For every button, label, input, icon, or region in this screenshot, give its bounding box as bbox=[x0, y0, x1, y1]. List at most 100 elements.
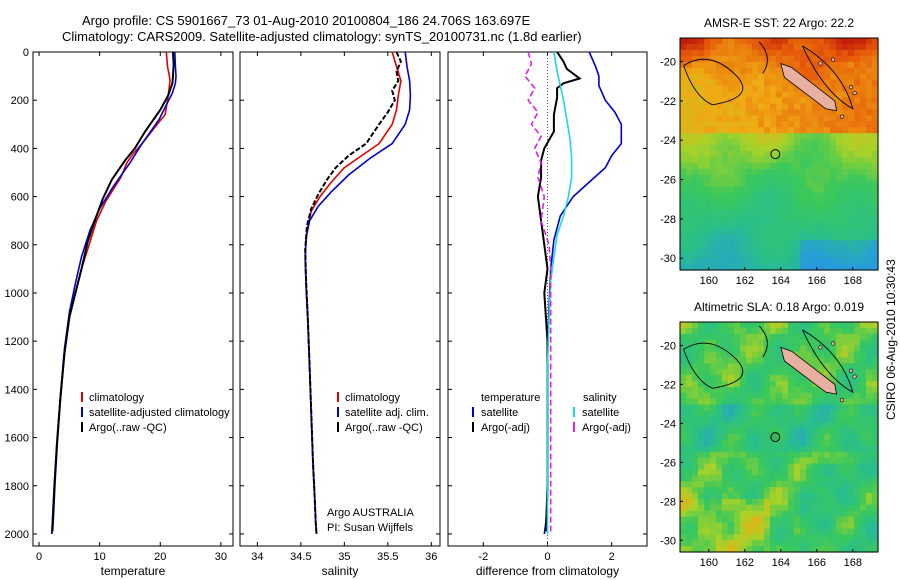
map-cell bbox=[842, 73, 849, 81]
map-cell bbox=[794, 481, 801, 488]
map-cell bbox=[788, 498, 795, 506]
map-cell bbox=[824, 222, 831, 229]
map-cell bbox=[806, 445, 813, 453]
map-cell bbox=[752, 115, 759, 122]
map-cell bbox=[752, 97, 759, 105]
map-cell bbox=[746, 174, 753, 182]
map-cell bbox=[734, 246, 741, 253]
map-cell bbox=[800, 463, 807, 471]
map-cell bbox=[812, 398, 819, 406]
map-cell bbox=[836, 546, 843, 553]
map-cell bbox=[698, 133, 705, 140]
map-cell bbox=[866, 422, 873, 429]
map-cell bbox=[770, 422, 777, 429]
map-cell bbox=[800, 61, 807, 69]
map-cell bbox=[860, 103, 867, 110]
map-cell bbox=[710, 534, 717, 541]
map-cell bbox=[698, 410, 705, 417]
map-cell bbox=[698, 357, 705, 364]
map-cell bbox=[764, 516, 771, 524]
map-cell bbox=[722, 439, 729, 447]
map-cell bbox=[860, 498, 867, 506]
map-cell bbox=[704, 410, 711, 417]
map-cell bbox=[854, 127, 861, 134]
map-cell bbox=[704, 168, 711, 176]
map-cell bbox=[788, 252, 795, 259]
map-cell bbox=[770, 357, 777, 364]
map-cell bbox=[680, 380, 687, 388]
map-cell bbox=[800, 546, 807, 553]
map-cell bbox=[740, 510, 747, 518]
map-cell bbox=[692, 357, 699, 364]
map-cell bbox=[776, 204, 783, 212]
map-cell bbox=[704, 398, 711, 406]
map-cell bbox=[704, 109, 711, 116]
map-cell bbox=[686, 498, 693, 506]
map-cell bbox=[812, 463, 819, 471]
sla-map-grid bbox=[680, 322, 879, 553]
map-cell bbox=[872, 481, 879, 488]
map-cell bbox=[872, 115, 879, 122]
map-cell bbox=[848, 121, 855, 128]
map-cell bbox=[764, 198, 771, 206]
map-cell bbox=[722, 351, 729, 358]
map-cell bbox=[704, 498, 711, 506]
map-cell bbox=[680, 333, 687, 341]
map-cell bbox=[764, 434, 771, 441]
map-cell bbox=[830, 61, 837, 69]
map-cell bbox=[716, 481, 723, 488]
map-cell bbox=[764, 228, 771, 235]
map-cell bbox=[764, 428, 771, 435]
map-cell bbox=[812, 156, 819, 164]
map-cell bbox=[818, 404, 825, 412]
map-cell bbox=[710, 151, 717, 158]
map-cell bbox=[872, 222, 879, 229]
map-cell bbox=[800, 168, 807, 176]
map-cell bbox=[692, 174, 699, 182]
map-cell bbox=[842, 139, 849, 146]
argo-annotation-line2: PI: Susan Wijffels bbox=[327, 522, 413, 534]
map-cell bbox=[782, 228, 789, 235]
map-cell bbox=[734, 192, 741, 200]
map-cell bbox=[764, 439, 771, 447]
map-cell bbox=[752, 174, 759, 182]
map-cell bbox=[806, 510, 813, 518]
map-cell bbox=[680, 49, 687, 57]
map-cell bbox=[740, 451, 747, 459]
map-cell bbox=[770, 375, 777, 382]
map-cell bbox=[758, 540, 765, 547]
map-cell bbox=[872, 493, 879, 500]
map-cell bbox=[794, 186, 801, 194]
map-cell bbox=[848, 322, 855, 329]
map-cell bbox=[776, 222, 783, 229]
map-cell bbox=[770, 210, 777, 218]
map-cell bbox=[800, 67, 807, 75]
map-cell bbox=[746, 97, 753, 105]
map-cell bbox=[752, 345, 759, 353]
map-cell bbox=[794, 487, 801, 494]
map-cell bbox=[770, 463, 777, 471]
map-cell bbox=[680, 186, 687, 194]
map-cell bbox=[824, 234, 831, 241]
map-cell bbox=[794, 322, 801, 329]
map-cell bbox=[794, 333, 801, 341]
map-cell bbox=[776, 145, 783, 152]
map-cell bbox=[842, 392, 849, 400]
map-cell bbox=[692, 79, 699, 87]
map-cell bbox=[860, 228, 867, 235]
map-cell bbox=[812, 451, 819, 459]
map-cell bbox=[812, 516, 819, 524]
map-cell bbox=[854, 38, 861, 45]
map-cell bbox=[680, 216, 687, 224]
map-cell bbox=[794, 445, 801, 453]
map-cell bbox=[698, 375, 705, 382]
map-cell bbox=[848, 264, 855, 271]
map-cell bbox=[704, 258, 711, 265]
map-cell bbox=[692, 139, 699, 146]
map-cell bbox=[764, 398, 771, 406]
map-cell bbox=[836, 380, 843, 388]
map-cell bbox=[860, 67, 867, 75]
map-cell bbox=[866, 73, 873, 81]
map-cell bbox=[680, 469, 687, 476]
map-cell bbox=[860, 369, 867, 376]
